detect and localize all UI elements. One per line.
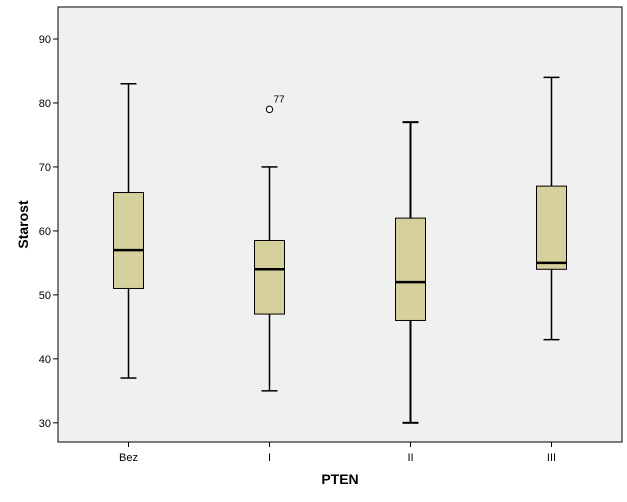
x-tick-label: II	[407, 452, 413, 464]
x-tick-label: I	[268, 452, 271, 464]
x-axis: Bez I II III	[119, 442, 556, 464]
plot-area	[57, 6, 623, 443]
outlier-label: 77	[274, 94, 286, 105]
box-i: 77	[254, 94, 286, 392]
y-axis: 30 40 50 60 70 80 90	[39, 34, 58, 430]
y-tick-label: 60	[39, 226, 51, 238]
y-tick-label: 40	[39, 354, 51, 366]
y-tick-label: 30	[39, 418, 51, 430]
box-bez	[113, 83, 144, 379]
x-tick-label: III	[547, 452, 556, 464]
iqr-box	[395, 217, 426, 321]
x-axis-title: PTEN	[321, 471, 358, 487]
box-ii	[395, 121, 426, 424]
iqr-box	[113, 192, 144, 289]
y-tick-label: 80	[39, 98, 51, 110]
box-iii	[536, 76, 567, 341]
y-axis-title: Starost	[15, 200, 31, 249]
iqr-box	[536, 185, 567, 270]
iqr-box	[254, 239, 285, 315]
outlier-point	[265, 105, 274, 114]
boxes-layer: 77	[113, 76, 567, 424]
y-tick-label: 70	[39, 162, 51, 174]
y-tick-label: 90	[39, 34, 51, 46]
x-tick-label: Bez	[119, 452, 138, 464]
y-tick-label: 50	[39, 290, 51, 302]
